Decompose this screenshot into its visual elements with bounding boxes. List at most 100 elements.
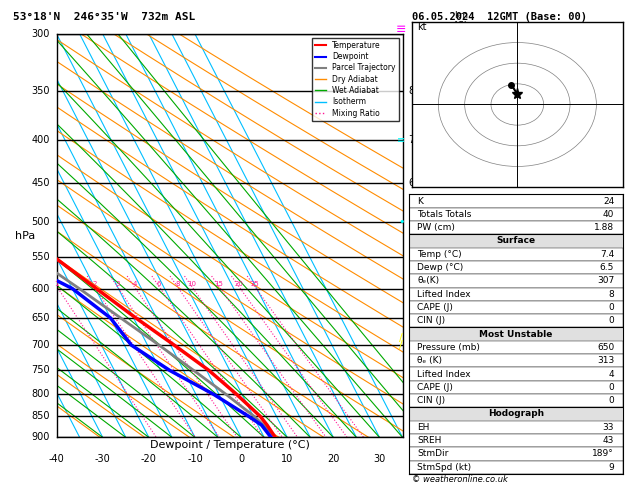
Text: -10: -10 <box>187 453 203 464</box>
Text: 15: 15 <box>214 281 223 287</box>
Text: 0: 0 <box>608 396 614 405</box>
Text: 3: 3 <box>115 281 120 287</box>
Text: Hodograph: Hodograph <box>487 410 544 418</box>
Text: 0: 0 <box>238 453 244 464</box>
Bar <box>409 341 623 354</box>
Text: 25: 25 <box>250 281 259 287</box>
Text: 0: 0 <box>608 383 614 392</box>
Bar <box>409 261 623 274</box>
Text: 6: 6 <box>408 178 415 188</box>
Bar <box>409 381 623 394</box>
Text: 0: 0 <box>608 303 614 312</box>
Text: 3: 3 <box>408 340 415 350</box>
Bar <box>409 420 623 434</box>
Text: 5: 5 <box>408 217 415 226</box>
Bar <box>409 234 623 248</box>
Text: K: K <box>418 196 423 206</box>
Text: -40: -40 <box>48 453 65 464</box>
Text: 40: 40 <box>603 210 614 219</box>
Text: 750: 750 <box>31 365 50 376</box>
Text: 307: 307 <box>597 277 614 285</box>
Text: 8: 8 <box>408 86 415 96</box>
Text: Dewp (°C): Dewp (°C) <box>418 263 464 272</box>
Text: Lifted Index: Lifted Index <box>418 369 471 379</box>
X-axis label: Dewpoint / Temperature (°C): Dewpoint / Temperature (°C) <box>150 440 309 450</box>
Text: 06.05.2024  12GMT (Base: 00): 06.05.2024 12GMT (Base: 00) <box>412 12 587 22</box>
Text: 6.5: 6.5 <box>600 263 614 272</box>
Bar <box>409 394 623 407</box>
Bar <box>409 447 623 461</box>
Text: Mixing Ratio (g/kg): Mixing Ratio (g/kg) <box>443 193 452 278</box>
Text: 1.88: 1.88 <box>594 223 614 232</box>
Bar <box>409 274 623 288</box>
Text: hPa: hPa <box>15 231 36 241</box>
Bar <box>409 301 623 314</box>
Text: 400: 400 <box>31 135 50 145</box>
Text: 189°: 189° <box>593 450 614 458</box>
Text: ≡: ≡ <box>396 23 406 35</box>
Text: 900: 900 <box>31 433 50 442</box>
Text: 8: 8 <box>175 281 180 287</box>
Text: 7.4: 7.4 <box>600 250 614 259</box>
Text: Most Unstable: Most Unstable <box>479 330 552 339</box>
Text: 1: 1 <box>55 281 59 287</box>
Text: -20: -20 <box>141 453 157 464</box>
Text: Pressure (mb): Pressure (mb) <box>418 343 481 352</box>
Text: 43: 43 <box>603 436 614 445</box>
Bar <box>409 194 623 208</box>
Text: LCL: LCL <box>408 431 426 440</box>
Bar <box>409 248 623 261</box>
Text: CIN (J): CIN (J) <box>418 396 445 405</box>
Text: 350: 350 <box>31 86 50 96</box>
Text: Surface: Surface <box>496 237 535 245</box>
Text: PW (cm): PW (cm) <box>418 223 455 232</box>
Text: CAPE (J): CAPE (J) <box>418 303 454 312</box>
Text: StmDir: StmDir <box>418 450 448 458</box>
Bar <box>409 367 623 381</box>
Text: Lifted Index: Lifted Index <box>418 290 471 299</box>
Text: 300: 300 <box>31 29 50 39</box>
Bar <box>409 208 623 221</box>
Text: 2: 2 <box>408 389 415 399</box>
Text: 33: 33 <box>603 423 614 432</box>
Text: /: / <box>399 340 403 350</box>
Text: 7: 7 <box>408 135 415 145</box>
Text: 20: 20 <box>235 281 243 287</box>
Text: 9: 9 <box>608 463 614 472</box>
Text: 700: 700 <box>31 340 50 350</box>
Text: 600: 600 <box>31 283 50 294</box>
Text: EH: EH <box>418 423 430 432</box>
Text: 550: 550 <box>31 252 50 261</box>
Text: 850: 850 <box>31 412 50 421</box>
Text: StmSpd (kt): StmSpd (kt) <box>418 463 472 472</box>
Bar <box>409 328 623 341</box>
Bar <box>409 407 623 420</box>
Text: km
ASL: km ASL <box>453 11 470 30</box>
Text: 500: 500 <box>31 217 50 226</box>
Text: 8: 8 <box>608 290 614 299</box>
Text: 2: 2 <box>92 281 96 287</box>
Text: 313: 313 <box>597 356 614 365</box>
Text: 24: 24 <box>603 196 614 206</box>
Text: Totals Totals: Totals Totals <box>418 210 472 219</box>
Text: CAPE (J): CAPE (J) <box>418 383 454 392</box>
Text: -30: -30 <box>95 453 111 464</box>
Text: © weatheronline.co.uk: © weatheronline.co.uk <box>412 474 508 484</box>
Text: 6: 6 <box>157 281 162 287</box>
Text: 4: 4 <box>132 281 136 287</box>
Text: 450: 450 <box>31 178 50 188</box>
Text: 650: 650 <box>31 313 50 323</box>
Text: 30: 30 <box>374 453 386 464</box>
Text: 800: 800 <box>31 389 50 399</box>
Legend: Temperature, Dewpoint, Parcel Trajectory, Dry Adiabat, Wet Adiabat, Isotherm, Mi: Temperature, Dewpoint, Parcel Trajectory… <box>311 38 399 121</box>
Text: 10: 10 <box>281 453 293 464</box>
Text: 1: 1 <box>408 431 415 440</box>
Text: ≡: ≡ <box>398 135 405 145</box>
Text: 10: 10 <box>187 281 196 287</box>
Text: Temp (°C): Temp (°C) <box>418 250 462 259</box>
Bar <box>409 221 623 234</box>
Text: kt: kt <box>417 22 426 32</box>
Text: 650: 650 <box>597 343 614 352</box>
Text: 4: 4 <box>408 283 415 294</box>
Text: 53°18'N  246°35'W  732m ASL: 53°18'N 246°35'W 732m ASL <box>13 12 195 22</box>
